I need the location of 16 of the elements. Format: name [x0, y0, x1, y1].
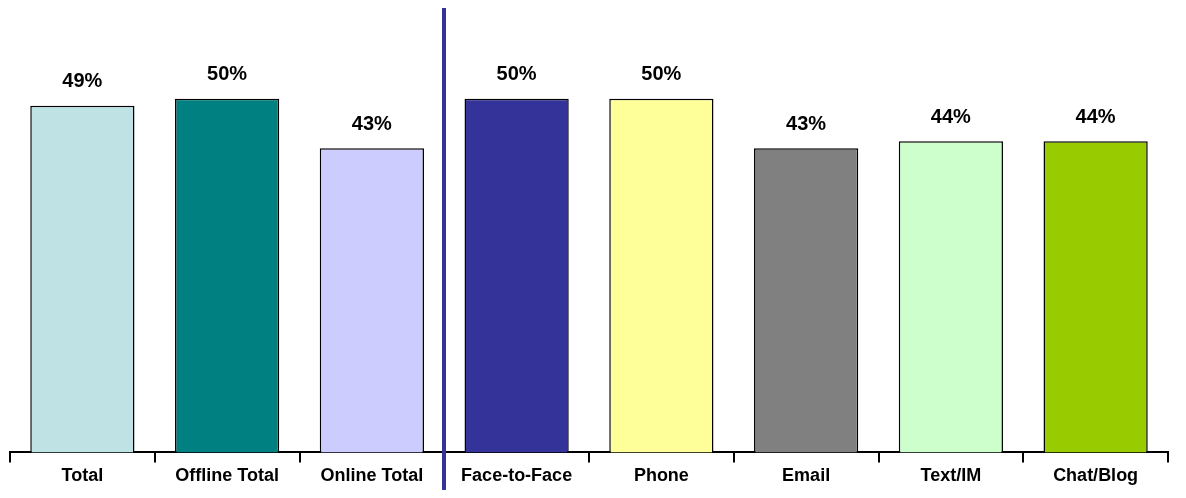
data-label: 50% [207, 62, 248, 85]
data-label: 44% [930, 104, 972, 127]
x-tick-label: Phone [633, 465, 689, 486]
x-tick-label: Text/IM [920, 465, 982, 486]
data-label: 50% [641, 62, 682, 85]
x-tick-label: Offline Total [175, 465, 279, 486]
data-label: 49% [62, 69, 103, 92]
data-label: 44% [1075, 104, 1116, 127]
data-label: 50% [496, 62, 537, 85]
data-label: 43% [786, 111, 827, 134]
x-tick-label: Email [782, 465, 831, 486]
x-tick-label: Face-to-Face [461, 465, 573, 486]
x-tick-label: Total [61, 465, 104, 486]
x-tick-label: Online Total [320, 465, 424, 486]
data-label: 43% [351, 111, 393, 134]
x-tick-label: Chat/Blog [1053, 465, 1139, 486]
